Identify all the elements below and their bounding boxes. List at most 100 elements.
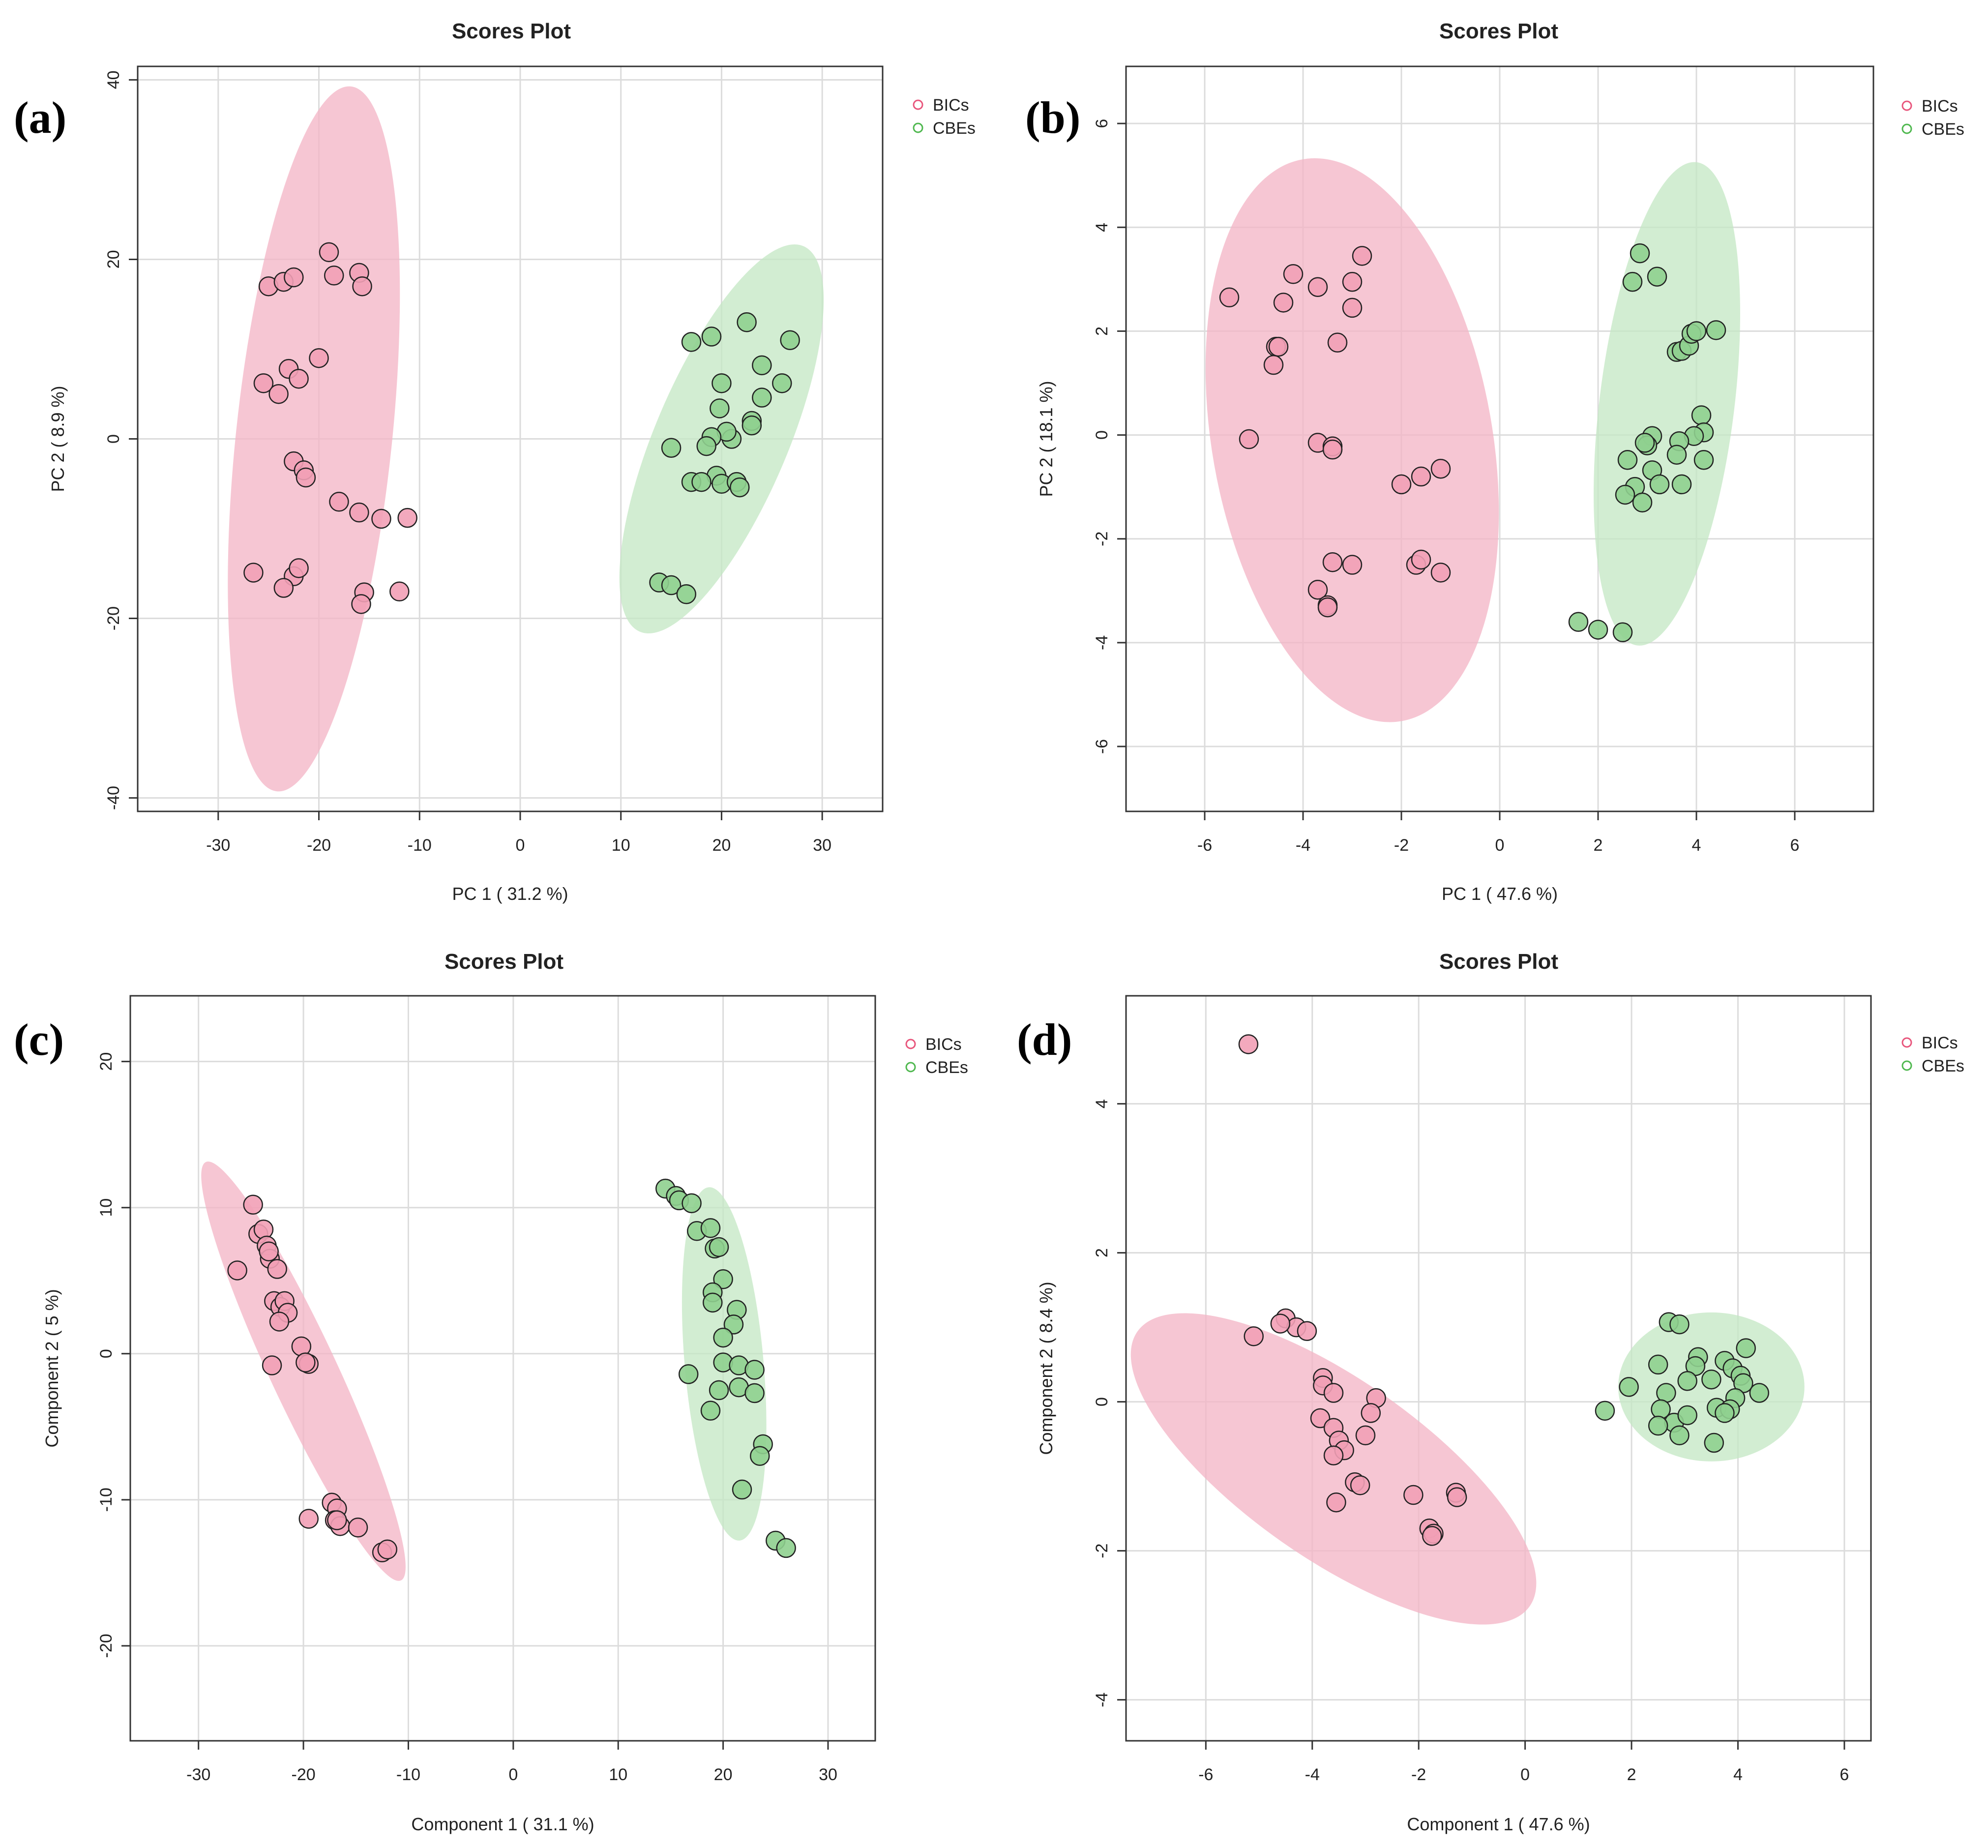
point-bics (1317, 597, 1338, 618)
point-bics (262, 1355, 282, 1375)
chart-title: Scores Plot (445, 950, 564, 974)
scatter-points (227, 1178, 796, 1563)
panel-c: (c) Scores Plot -30 -20 -10 0 10 20 30 -20 -10 0… (14, 950, 968, 1834)
x-tick-label: -6 (1197, 836, 1212, 855)
legend-label-bics: BICs (1922, 97, 1958, 116)
legend-marker-cbes (1901, 123, 1912, 134)
point-cbes (744, 1383, 765, 1403)
point-cbes (750, 1446, 770, 1466)
point-cbes (700, 1401, 721, 1421)
x-tick-label: 2 (1594, 836, 1603, 855)
legend: BICs CBEs (913, 96, 976, 138)
point-cbes (1647, 267, 1667, 287)
point-bics (1219, 287, 1240, 308)
point-cbes (1595, 1401, 1615, 1421)
point-bics (253, 373, 274, 393)
point-bics (259, 1241, 279, 1262)
point-cbes (1588, 620, 1608, 640)
point-cbes (1617, 450, 1638, 470)
point-cbes (730, 477, 750, 498)
point-bics (289, 368, 309, 389)
point-bics (1270, 1313, 1291, 1334)
point-cbes (709, 1380, 729, 1401)
point-cbes (1634, 433, 1655, 453)
point-cbes (676, 584, 697, 604)
point-cbes (1677, 1371, 1697, 1391)
point-bics (296, 1352, 316, 1372)
x-axis-ticks: -6 -4 -2 0 2 4 6 (1197, 811, 1799, 855)
y-axis-ticks: -4 -2 0 2 4 (1093, 1099, 1126, 1707)
point-bics (1355, 1425, 1376, 1446)
x-tick-label: 4 (1692, 836, 1701, 855)
point-bics (1310, 1408, 1331, 1429)
point-bics (1326, 1492, 1346, 1513)
point-bics (327, 1510, 347, 1530)
point-bics (1323, 1445, 1344, 1466)
panel-label: (d) (1017, 1014, 1072, 1065)
x-tick-label: 30 (813, 836, 831, 855)
point-bics (309, 348, 329, 368)
gridlines (130, 996, 875, 1741)
point-bics (1307, 579, 1328, 600)
point-bics (1422, 1526, 1442, 1546)
point-cbes (682, 1193, 702, 1214)
plot-frame (1125, 995, 1872, 1742)
x-axis-label: PC 1 ( 31.2 %) (452, 884, 568, 904)
chart-title: Scores Plot (452, 19, 571, 43)
y-axis-label: Component 2 ( 8.4 %) (1036, 1282, 1056, 1455)
y-axis-ticks: -20 -10 0 10 20 (97, 1052, 130, 1658)
x-tick-label: 0 (1495, 836, 1505, 855)
point-bics (243, 563, 264, 583)
point-bics (1244, 1326, 1264, 1346)
point-cbes (696, 436, 716, 456)
point-cbes (723, 1314, 744, 1335)
point-cbes (1649, 474, 1670, 495)
y-tick-label: -4 (1093, 1693, 1111, 1707)
point-cbes (710, 398, 730, 418)
point-cbes (742, 415, 762, 436)
point-cbes (691, 472, 712, 492)
point-cbes (1749, 1383, 1769, 1403)
point-bics (1391, 474, 1412, 495)
point-bics (268, 384, 289, 404)
point-cbes (1648, 1354, 1668, 1375)
x-tick-label: -10 (408, 836, 432, 855)
point-bics (243, 1194, 263, 1215)
point-cbes (1686, 321, 1707, 341)
point-cbes (1669, 1425, 1690, 1446)
legend-label-bics: BICs (925, 1035, 962, 1054)
point-bics (397, 507, 417, 528)
point-bics (1273, 293, 1294, 313)
point-cbes (1715, 1403, 1735, 1423)
x-tick-label: -6 (1198, 1765, 1213, 1784)
x-tick-label: 0 (1520, 1765, 1530, 1784)
y-tick-label: 40 (104, 70, 123, 89)
point-cbes (1706, 320, 1726, 340)
point-cbes (1671, 474, 1692, 495)
point-bics (1307, 277, 1328, 297)
x-axis-label: Component 1 ( 47.6 %) (1407, 1814, 1590, 1834)
point-bics (377, 1539, 398, 1560)
point-bics (389, 581, 410, 602)
legend-marker-bics (1901, 100, 1912, 111)
point-cbes (752, 387, 772, 408)
point-cbes (700, 1218, 721, 1238)
y-tick-label: -20 (104, 606, 123, 630)
point-bics (1342, 555, 1363, 575)
point-cbes (1612, 622, 1633, 643)
y-tick-label: 4 (1093, 223, 1111, 232)
panel-label: (b) (1025, 92, 1080, 143)
point-cbes (1619, 1377, 1639, 1397)
chart-title: Scores Plot (1439, 950, 1558, 974)
y-tick-label: 2 (1093, 1248, 1111, 1257)
x-tick-label: -30 (206, 836, 230, 855)
point-cbes (1632, 492, 1653, 513)
point-cbes (1704, 1432, 1724, 1453)
point-bics (1430, 563, 1451, 583)
x-tick-label: 20 (714, 1765, 733, 1784)
point-bics (371, 508, 391, 529)
x-axis-label: PC 1 ( 47.6 %) (1442, 884, 1558, 904)
point-cbes (1701, 1369, 1721, 1390)
x-tick-label: 10 (609, 1765, 627, 1784)
point-bics (1322, 552, 1343, 572)
